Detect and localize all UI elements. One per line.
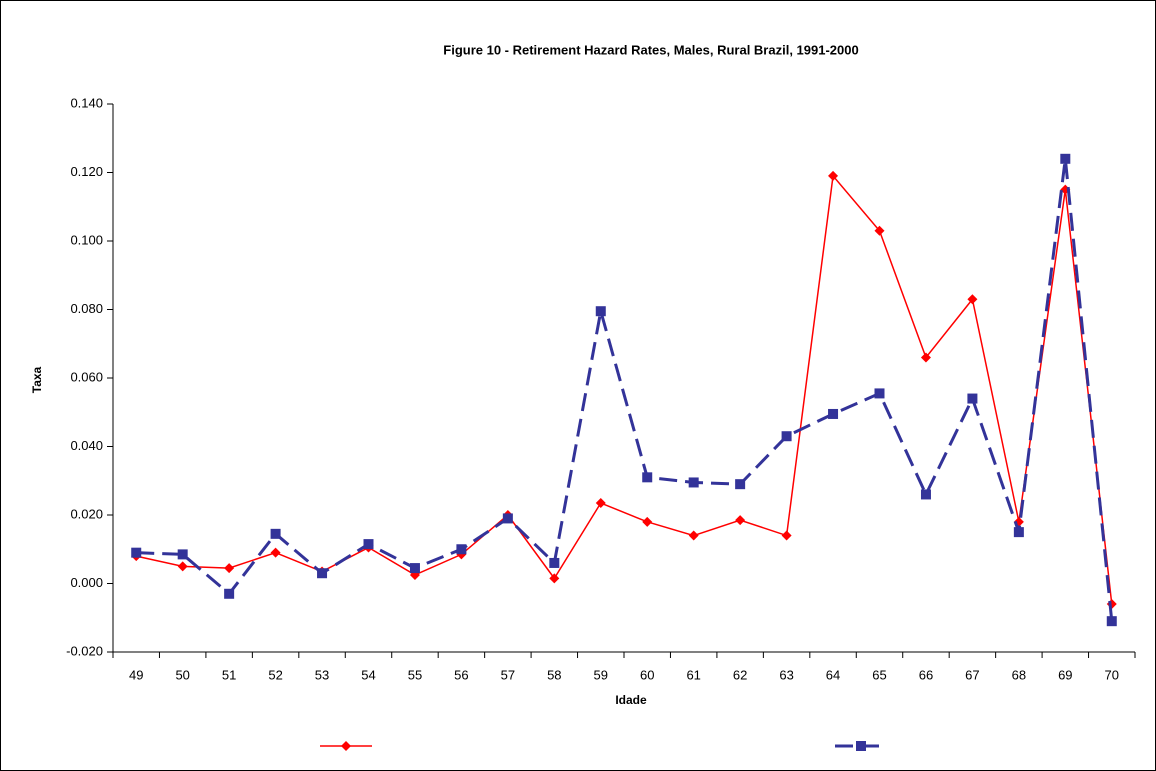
- x-tick-label: 53: [315, 667, 329, 682]
- x-tick-label: 63: [779, 667, 793, 682]
- data-point: [177, 549, 188, 560]
- y-tick-label: 0.040: [70, 438, 103, 453]
- data-point: [874, 388, 885, 399]
- y-tick-label: 0.060: [70, 369, 103, 384]
- data-point: [549, 557, 560, 568]
- y-tick-label: 0.080: [70, 301, 103, 316]
- y-tick-label: 0.020: [70, 506, 103, 521]
- data-point: [967, 294, 978, 305]
- data-point: [177, 561, 188, 572]
- data-point: [1013, 527, 1024, 538]
- x-tick-label: 65: [872, 667, 886, 682]
- data-point: [1106, 616, 1117, 627]
- data-point: [642, 472, 653, 483]
- data-point: [874, 225, 885, 236]
- x-tick-label: 68: [1012, 667, 1026, 682]
- x-tick-label: 62: [733, 667, 747, 682]
- data-point: [595, 498, 606, 509]
- x-tick-label: 59: [594, 667, 608, 682]
- x-tick-label: 67: [965, 667, 979, 682]
- x-tick-label: 51: [222, 667, 236, 682]
- x-tick-label: 54: [361, 667, 375, 682]
- data-point: [1060, 153, 1071, 164]
- data-point: [456, 544, 467, 555]
- x-tick-label: 56: [454, 667, 468, 682]
- data-point: [595, 306, 606, 317]
- data-point: [409, 563, 420, 574]
- x-tick-label: 57: [501, 667, 515, 682]
- legend-marker: [341, 741, 351, 751]
- x-tick-label: 61: [686, 667, 700, 682]
- data-point: [688, 477, 699, 488]
- data-point: [549, 573, 560, 584]
- y-tick-label: 0.120: [70, 164, 103, 179]
- series-line: [136, 158, 1114, 622]
- data-point: [781, 431, 792, 442]
- x-tick-label: 50: [175, 667, 189, 682]
- x-tick-label: 60: [640, 667, 654, 682]
- x-tick-label: 55: [408, 667, 422, 682]
- legend-marker: [856, 741, 866, 751]
- data-point: [920, 489, 931, 500]
- data-point: [270, 547, 281, 558]
- data-point: [131, 547, 142, 558]
- x-tick-label: 70: [1105, 667, 1119, 682]
- data-point: [317, 568, 328, 579]
- data-point: [224, 588, 235, 599]
- y-tick-label: 0.140: [70, 95, 103, 110]
- data-point: [967, 393, 978, 404]
- x-tick-label: 49: [129, 667, 143, 682]
- y-tick-label: -0.020: [66, 643, 103, 658]
- x-tick-label: 69: [1058, 667, 1072, 682]
- data-point: [828, 408, 839, 419]
- data-point: [502, 513, 513, 524]
- series-line: [136, 174, 1113, 605]
- data-point: [828, 170, 839, 181]
- x-tick-label: 64: [826, 667, 840, 682]
- data-point: [735, 479, 746, 490]
- data-point: [781, 530, 792, 541]
- x-tick-label: 58: [547, 667, 561, 682]
- y-tick-label: 0.000: [70, 575, 103, 590]
- data-point: [642, 516, 653, 527]
- data-point: [688, 530, 699, 541]
- x-tick-label: 66: [919, 667, 933, 682]
- data-point: [735, 515, 746, 526]
- data-point: [363, 539, 374, 550]
- y-tick-label: 0.100: [70, 232, 103, 247]
- data-point: [270, 528, 281, 539]
- chart-title: Figure 10 - Retirement Hazard Rates, Mal…: [443, 42, 858, 57]
- data-point: [920, 352, 931, 363]
- data-point: [224, 563, 235, 574]
- y-axis-label: Taxa: [30, 366, 44, 393]
- x-tick-label: 52: [268, 667, 282, 682]
- x-axis-label: Idade: [615, 693, 647, 707]
